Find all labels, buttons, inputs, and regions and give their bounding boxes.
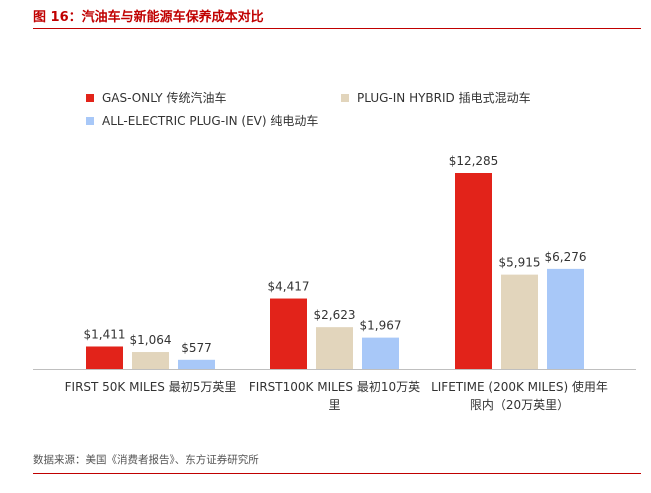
bar-hybrid-3 xyxy=(501,274,538,369)
data-label-hybrid-3: $5,915 xyxy=(499,256,541,270)
legend-item-gas: GAS-ONLY 传统汽油车 xyxy=(86,89,226,106)
legend-swatch-ev xyxy=(86,116,94,125)
data-label-hybrid-2: $2,623 xyxy=(314,308,356,322)
data-label-gas-2: $4,417 xyxy=(268,280,310,294)
source-note: 数据来源：美国《消费者报告》、东方证券研究所 xyxy=(33,454,259,466)
legend-label-hybrid: PLUG-IN HYBRID 插电式混动车 xyxy=(357,91,531,105)
legend-item-hybrid: PLUG-IN HYBRID 插电式混动车 xyxy=(341,89,531,106)
bar-ev-2 xyxy=(362,337,399,369)
data-label-ev-3: $6,276 xyxy=(545,250,587,264)
legend-label-gas: GAS-ONLY 传统汽油车 xyxy=(102,91,227,105)
legend-item-ev: ALL-ELECTRIC PLUG-IN (EV) 纯电动车 xyxy=(86,112,318,129)
data-label-gas-3: $12,285 xyxy=(449,154,499,168)
legend-swatch-hybrid xyxy=(341,93,349,102)
data-label-gas-1: $1,411 xyxy=(84,327,126,341)
bar-ev-3 xyxy=(547,268,584,369)
category-label-2-line-1: FIRST100K MILES 最初10万英 xyxy=(249,380,420,394)
category-label-1-line-1: FIRST 50K MILES 最初5万英里 xyxy=(65,380,237,394)
legend-label-ev: ALL-ELECTRIC PLUG-IN (EV) 纯电动车 xyxy=(102,114,319,128)
data-label-ev-1: $577 xyxy=(181,341,212,355)
bar-gas-3 xyxy=(455,173,492,369)
bar-gas-2 xyxy=(270,298,307,369)
category-label-3-line-2: 限内（20万英里） xyxy=(470,398,569,412)
source-rule xyxy=(33,473,641,474)
data-label-ev-2: $1,967 xyxy=(360,319,402,333)
bar-hybrid-2 xyxy=(316,327,353,369)
category-label-2-line-2: 里 xyxy=(328,398,340,412)
data-label-hybrid-1: $1,064 xyxy=(130,333,172,347)
bar-gas-1 xyxy=(86,346,123,369)
category-label-3-line-1: LIFETIME (200K MILES) 使用年 xyxy=(431,379,608,394)
chart-title: 图 16：汽油车与新能源车保养成本对比 xyxy=(33,10,264,25)
title-rule xyxy=(33,28,641,29)
bar-hybrid-1 xyxy=(132,352,169,369)
legend-swatch-gas xyxy=(86,93,94,102)
bar-ev-1 xyxy=(178,359,215,369)
